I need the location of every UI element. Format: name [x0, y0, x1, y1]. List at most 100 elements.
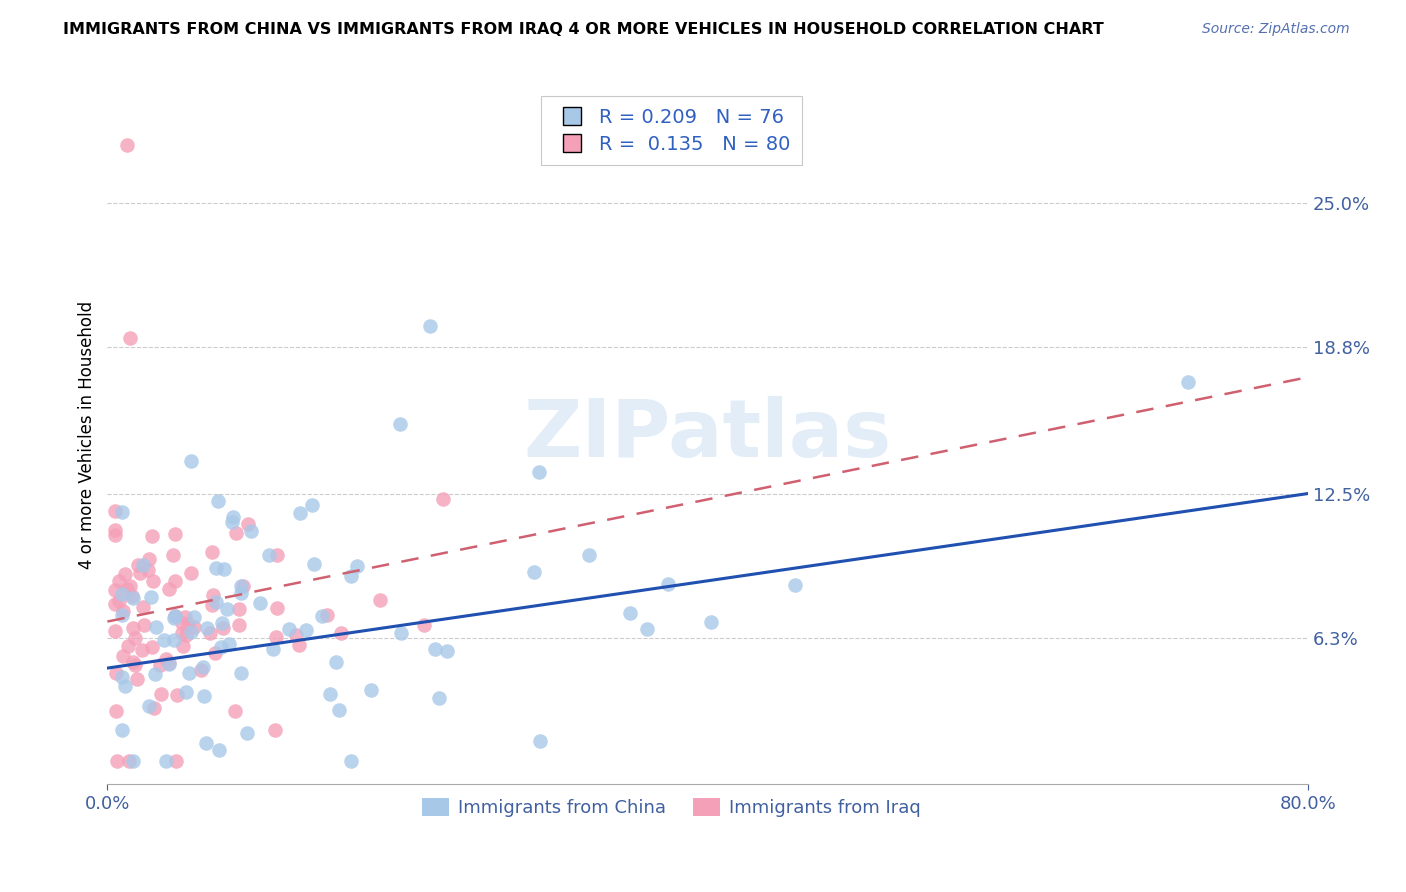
Point	[262, 642, 284, 657]
Point	[225, 526, 247, 541]
Point	[141, 640, 163, 654]
Point	[205, 595, 228, 609]
Point	[311, 608, 333, 623]
Point	[112, 648, 135, 663]
Point	[368, 592, 391, 607]
Point	[117, 639, 139, 653]
Point	[104, 503, 127, 517]
Point	[108, 593, 131, 607]
Point	[124, 657, 146, 672]
Point	[657, 577, 679, 591]
Point	[165, 574, 187, 589]
Point	[229, 665, 252, 680]
Point	[176, 617, 198, 632]
Point	[427, 690, 450, 705]
Text: IMMIGRANTS FROM CHINA VS IMMIGRANTS FROM IRAQ 4 OR MORE VEHICLES IN HOUSEHOLD CO: IMMIGRANTS FROM CHINA VS IMMIGRANTS FROM…	[63, 22, 1104, 37]
Point	[266, 549, 288, 563]
Point	[105, 754, 128, 768]
Point	[132, 599, 155, 614]
Point	[212, 621, 235, 635]
Point	[239, 524, 262, 538]
Point	[228, 617, 250, 632]
Point	[170, 626, 193, 640]
Point	[165, 526, 187, 541]
Point	[211, 616, 233, 631]
Point	[207, 494, 229, 508]
Point	[636, 622, 658, 636]
Point	[149, 658, 172, 673]
Point	[118, 331, 141, 345]
Point	[208, 742, 231, 756]
Point	[111, 723, 134, 737]
Point	[132, 617, 155, 632]
Point	[138, 551, 160, 566]
Point	[121, 589, 143, 603]
Point	[195, 736, 218, 750]
Point	[329, 626, 352, 640]
Point	[389, 625, 412, 640]
Point	[115, 137, 138, 152]
Point	[346, 559, 368, 574]
Point	[150, 687, 173, 701]
Point	[118, 579, 141, 593]
Point	[108, 574, 131, 589]
Point	[197, 621, 219, 635]
Point	[180, 625, 202, 640]
Point	[111, 670, 134, 684]
Point	[232, 579, 254, 593]
Point	[190, 664, 212, 678]
Point	[302, 557, 325, 571]
Point	[155, 754, 177, 768]
Point	[165, 609, 187, 624]
Point	[104, 582, 127, 597]
Text: Source: ZipAtlas.com: Source: ZipAtlas.com	[1202, 22, 1350, 37]
Legend: Immigrants from China, Immigrants from Iraq: Immigrants from China, Immigrants from I…	[415, 790, 928, 824]
Point	[328, 703, 350, 717]
Point	[121, 621, 143, 635]
Point	[183, 610, 205, 624]
Point	[172, 639, 194, 653]
Point	[315, 607, 337, 622]
Point	[201, 598, 224, 612]
Point	[529, 465, 551, 479]
Point	[619, 606, 641, 620]
Point	[121, 754, 143, 768]
Point	[288, 638, 311, 652]
Point	[198, 625, 221, 640]
Point	[111, 607, 134, 622]
Point	[129, 566, 152, 580]
Point	[388, 417, 411, 431]
Point	[235, 726, 257, 740]
Point	[224, 704, 246, 718]
Point	[201, 588, 224, 602]
Point	[122, 591, 145, 606]
Point	[157, 582, 180, 596]
Point	[104, 598, 127, 612]
Point	[204, 646, 226, 660]
Point	[157, 657, 180, 671]
Point	[142, 701, 165, 715]
Point	[783, 578, 806, 592]
Point	[111, 587, 134, 601]
Point	[163, 610, 186, 624]
Point	[111, 604, 134, 618]
Point	[284, 628, 307, 642]
Point	[277, 623, 299, 637]
Point	[419, 319, 441, 334]
Point	[432, 492, 454, 507]
Point	[301, 499, 323, 513]
Point	[221, 510, 243, 524]
Point	[174, 627, 197, 641]
Point	[266, 600, 288, 615]
Point	[295, 623, 318, 637]
Point	[238, 517, 260, 532]
Point	[360, 683, 382, 698]
Point	[249, 596, 271, 610]
Point	[340, 754, 363, 768]
Point	[138, 698, 160, 713]
Point	[111, 505, 134, 519]
Point	[263, 723, 285, 738]
Point	[229, 586, 252, 600]
Point	[104, 523, 127, 537]
Point	[179, 665, 201, 680]
